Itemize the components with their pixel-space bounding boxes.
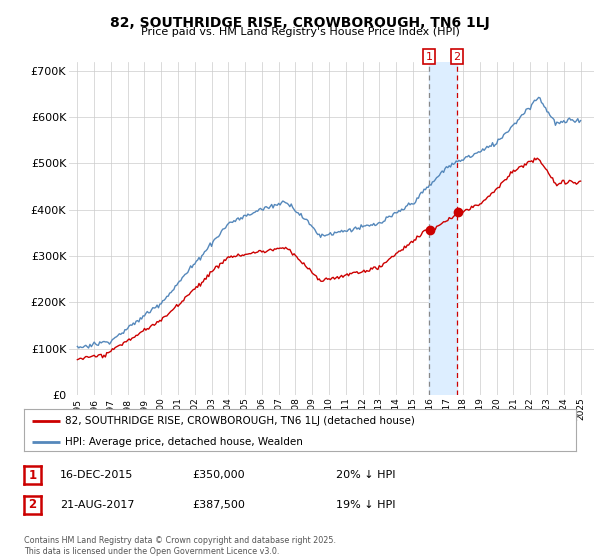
Text: Contains HM Land Registry data © Crown copyright and database right 2025.
This d: Contains HM Land Registry data © Crown c…: [24, 536, 336, 556]
Text: 1: 1: [28, 469, 37, 482]
Text: 16-DEC-2015: 16-DEC-2015: [60, 470, 133, 480]
Text: 21-AUG-2017: 21-AUG-2017: [60, 500, 134, 510]
Text: £350,000: £350,000: [192, 470, 245, 480]
Text: Price paid vs. HM Land Registry's House Price Index (HPI): Price paid vs. HM Land Registry's House …: [140, 27, 460, 37]
Text: 82, SOUTHRIDGE RISE, CROWBOROUGH, TN6 1LJ: 82, SOUTHRIDGE RISE, CROWBOROUGH, TN6 1L…: [110, 16, 490, 30]
Text: 19% ↓ HPI: 19% ↓ HPI: [336, 500, 395, 510]
Bar: [429, 62, 457, 395]
Text: 20% ↓ HPI: 20% ↓ HPI: [336, 470, 395, 480]
Text: 1: 1: [425, 52, 433, 62]
Text: £387,500: £387,500: [192, 500, 245, 510]
Text: 2: 2: [454, 52, 461, 62]
Text: HPI: Average price, detached house, Wealden: HPI: Average price, detached house, Weal…: [65, 437, 303, 446]
Text: 82, SOUTHRIDGE RISE, CROWBOROUGH, TN6 1LJ (detached house): 82, SOUTHRIDGE RISE, CROWBOROUGH, TN6 1L…: [65, 416, 415, 426]
Text: 2: 2: [28, 498, 37, 511]
